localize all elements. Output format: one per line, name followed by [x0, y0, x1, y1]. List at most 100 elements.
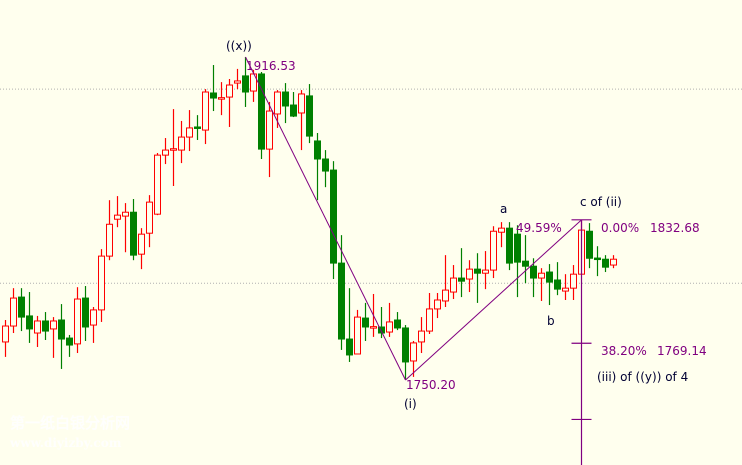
- candle: [10, 288, 17, 334]
- candle-body-down: [394, 319, 401, 329]
- candle: [346, 288, 353, 362]
- candle-body-up: [610, 258, 617, 266]
- candle: [154, 152, 161, 216]
- candle-body-down: [514, 233, 521, 263]
- candle-body-down: [130, 211, 137, 256]
- candle: [186, 110, 193, 152]
- candle: [570, 265, 577, 301]
- candle: [442, 255, 449, 307]
- candle-body-up: [122, 211, 129, 217]
- fibonacci-tool: [571, 219, 592, 465]
- candle-body-up: [154, 154, 161, 215]
- candle-body-up: [570, 273, 577, 289]
- candle: [130, 199, 137, 261]
- candle: [466, 260, 473, 293]
- candle-body-down: [290, 104, 297, 117]
- candle: [50, 317, 57, 358]
- candle: [450, 265, 457, 300]
- candle: [210, 65, 217, 112]
- candle: [562, 274, 569, 301]
- candle: [586, 223, 593, 269]
- grid-lines: [0, 88, 742, 284]
- candle-body-up: [98, 255, 105, 311]
- candle: [402, 325, 409, 381]
- candle-body-down: [594, 257, 601, 261]
- candle-body-up: [562, 287, 569, 292]
- candle-body-down: [346, 338, 353, 356]
- candle: [362, 302, 369, 341]
- candle-body-up: [178, 136, 185, 151]
- candle: [98, 249, 105, 322]
- candle: [538, 268, 545, 301]
- candle-body-down: [522, 260, 529, 267]
- watermark-url: www.diyizby.com: [10, 436, 122, 450]
- candle-body-down: [282, 91, 289, 107]
- candle-body-down: [602, 258, 609, 268]
- candle-body-down: [402, 327, 409, 363]
- candle: [234, 68, 241, 90]
- candle-body-down: [82, 297, 89, 328]
- candle: [426, 293, 433, 334]
- candle: [610, 255, 617, 269]
- candle-body-up: [354, 316, 361, 355]
- candle-body-up: [74, 298, 81, 345]
- candle: [290, 92, 297, 118]
- candle-body-down: [66, 337, 73, 346]
- candle: [314, 132, 321, 201]
- candle: [546, 264, 553, 306]
- candle-body-up: [186, 127, 193, 138]
- label-wave-c: c of (ii): [580, 195, 622, 209]
- candle: [170, 109, 177, 187]
- candle-body-up: [34, 320, 41, 334]
- candle: [498, 222, 505, 248]
- candle: [602, 255, 609, 273]
- candle: [386, 302, 393, 337]
- candle-body-up: [274, 91, 281, 115]
- candle: [74, 287, 81, 354]
- candle: [554, 262, 561, 296]
- candle-body-up: [386, 321, 393, 333]
- candle: [114, 196, 121, 228]
- candle: [178, 120, 185, 164]
- candle-body-up: [298, 93, 305, 114]
- label-wave-a: a: [500, 202, 507, 216]
- candle: [106, 200, 113, 261]
- candle-body-up: [418, 330, 425, 343]
- candle-body-down: [322, 158, 329, 172]
- label-high-price: 1916.53: [246, 59, 296, 73]
- candle-body-down: [458, 277, 465, 282]
- label-retrace-pct: 49.59%: [516, 221, 562, 235]
- candle: [226, 79, 233, 127]
- candle: [146, 195, 153, 248]
- candle: [82, 286, 89, 341]
- candle: [378, 306, 385, 339]
- candle-body-up: [234, 80, 241, 84]
- candle: [250, 69, 257, 102]
- candle: [218, 82, 225, 116]
- candle: [522, 235, 529, 284]
- candle: [298, 90, 305, 151]
- fib-pct-382: 38.20%: [601, 344, 647, 358]
- fib-price-0: 1832.68: [650, 221, 700, 235]
- candle-body-down: [210, 92, 217, 99]
- candle-body-down: [362, 317, 369, 328]
- candle-body-up: [482, 269, 489, 274]
- candle-body-up: [226, 84, 233, 98]
- candle: [322, 150, 329, 188]
- candle: [2, 320, 9, 357]
- candle: [282, 83, 289, 124]
- candle: [330, 161, 337, 280]
- candle: [490, 226, 497, 279]
- candle: [514, 225, 521, 298]
- candle: [266, 101, 273, 178]
- candle-body-down: [306, 95, 313, 137]
- candle-body-down: [506, 227, 513, 264]
- candle-body-up: [490, 230, 497, 271]
- candle: [162, 138, 169, 165]
- candle-body-up: [2, 325, 9, 343]
- candle: [258, 72, 265, 160]
- candle-body-up: [538, 272, 545, 279]
- watermark-title: 第一纸白银分析网: [10, 414, 131, 432]
- candle: [90, 306, 97, 343]
